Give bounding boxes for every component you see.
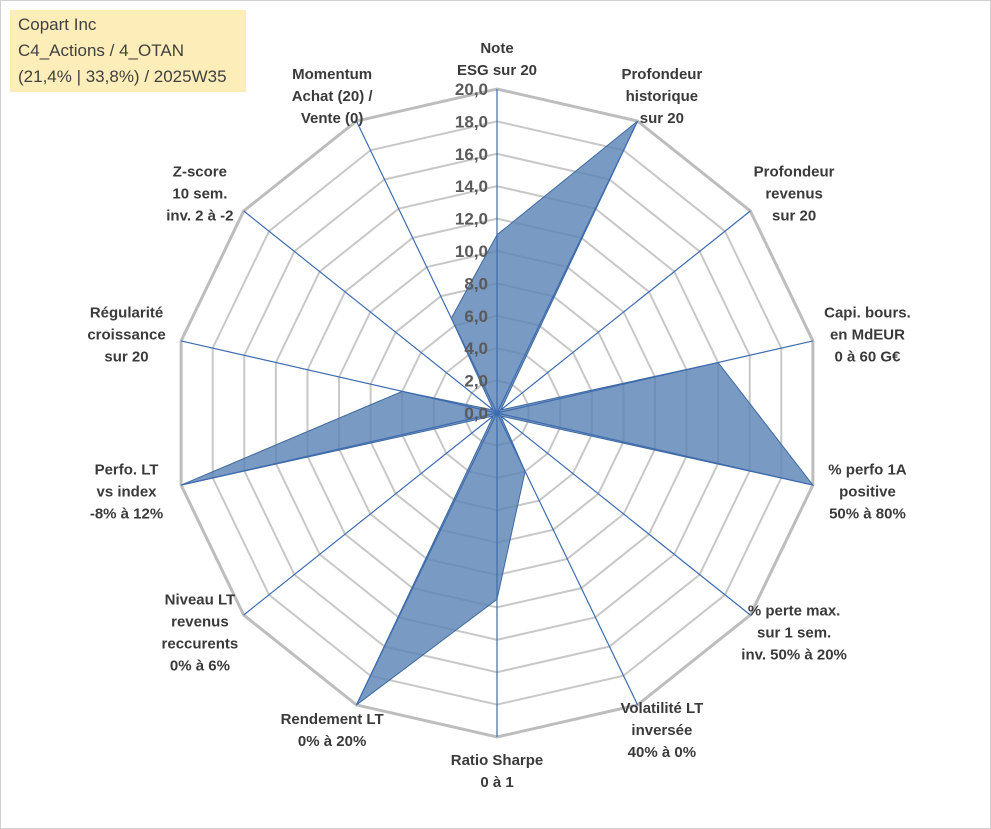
title-company: Copart Inc (18, 15, 97, 34)
axis-label: Volatilité LT inversée 40% à 0% (620, 700, 703, 761)
tick-label: 20,0 (455, 80, 488, 99)
axis-label: Ratio Sharpe 0 à 1 (451, 752, 544, 791)
tick-label: 16,0 (455, 145, 488, 164)
radar-spokes (180, 89, 814, 737)
tick-label: 10,0 (455, 242, 488, 261)
axis-label: Note ESG sur 20 (457, 40, 537, 79)
tick-label: 0,0 (464, 404, 488, 423)
title-category: C4_Actions / 4_OTAN (18, 41, 184, 60)
axis-label: Régularité croissance sur 20 (87, 305, 165, 366)
radar-tick-labels: 0,0 2,0 4,0 6,0 8,0 10,0 12,0 14,0 16,0 18,0 20,0 (455, 80, 488, 423)
tick-label: 2,0 (464, 372, 488, 391)
axis-label: Profondeur historique sur 20 (621, 66, 702, 127)
spoke (355, 120, 498, 414)
axis-label: % perfo 1A positive 50% à 80% (828, 461, 907, 522)
spoke (496, 412, 751, 616)
chart-title-box: Copart Inc C4_Actions / 4_OTAN (21,4% | … (10, 10, 246, 92)
tick-label: 12,0 (455, 210, 488, 229)
tick-label: 18,0 (455, 112, 488, 131)
axis-label: Rendement LT 0% à 20% (281, 711, 384, 750)
spoke (243, 210, 498, 414)
tick-label: 8,0 (464, 274, 488, 293)
axis-label: % perte max. sur 1 sem. inv. 50% à 20% (741, 602, 847, 663)
tick-label: 4,0 (464, 339, 488, 358)
spoke (496, 340, 814, 414)
radar-axis-labels: Note ESG sur 20 Profondeur historique sur 20… (87, 40, 910, 791)
spoke (496, 120, 639, 414)
spoke (496, 412, 639, 706)
axis-label: Z-score 10 sem. inv. 2 à -2 (166, 164, 233, 225)
axis-label: Niveau LT revenus reccurents 0% à 6% (162, 591, 239, 674)
tick-label: 14,0 (455, 177, 488, 196)
axis-label: Profondeur revenus sur 20 (754, 164, 835, 225)
spoke (355, 412, 498, 706)
axis-label: Perfo. LT vs index -8% à 12% (90, 461, 163, 522)
spoke (243, 412, 498, 616)
title-stats: (21,4% | 33,8%) / 2025W35 (18, 67, 227, 86)
axis-label: Capi. bours. en MdEUR 0 à 60 G€ (824, 305, 911, 366)
axis-label: Momentum Achat (20) / Vente (0) (292, 66, 374, 127)
tick-label: 6,0 (464, 307, 488, 326)
spoke (496, 210, 751, 414)
spoke (180, 412, 498, 486)
spoke (180, 340, 498, 414)
spoke (496, 412, 814, 486)
